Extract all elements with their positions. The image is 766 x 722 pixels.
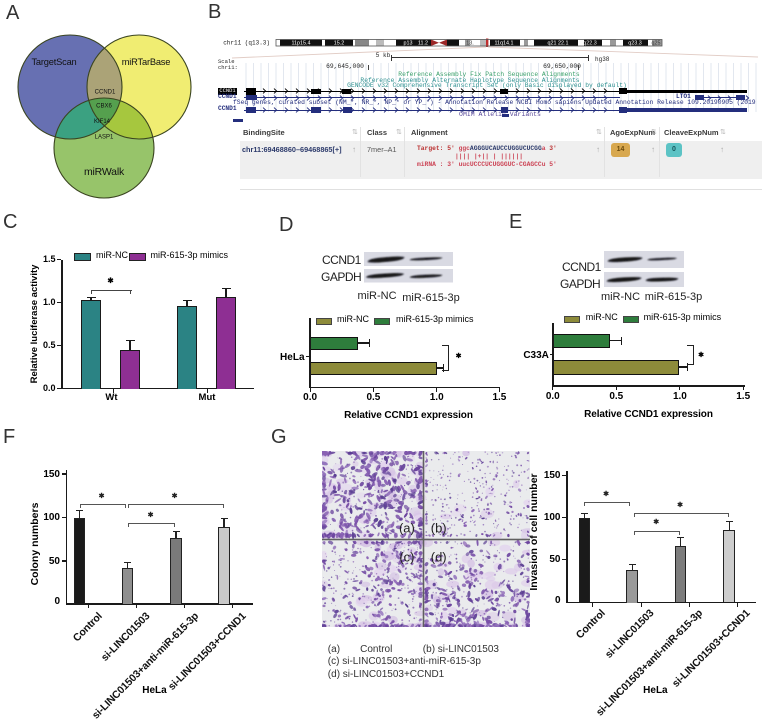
svg-text:LASP1: LASP1	[95, 135, 114, 141]
svg-text:11.2: 11.2	[418, 41, 428, 47]
svg-text:(b): (b)	[431, 521, 447, 536]
svg-text:q25: q25	[652, 41, 661, 47]
svg-text:CBX6: CBX6	[96, 104, 112, 110]
svg-text:q21 22.1: q21 22.1	[548, 41, 569, 47]
svg-text:q23.3: q23.3	[628, 41, 642, 47]
svg-text:chr11 (q13.3): chr11 (q13.3)	[223, 40, 270, 47]
svg-text:11q14.1: 11q14.1	[494, 41, 513, 47]
svg-text:CCND1: CCND1	[95, 90, 116, 96]
svg-text:(d): (d)	[431, 550, 447, 565]
svg-text:(a): (a)	[399, 521, 415, 536]
svg-text:q22.3: q22.3	[583, 41, 597, 47]
svg-text:miRWalk: miRWalk	[84, 166, 125, 178]
svg-text:(c): (c)	[399, 550, 414, 565]
svg-text:miRTarBase: miRTarBase	[122, 57, 170, 67]
svg-text:13.: 13.	[466, 41, 474, 47]
svg-text:p13: p13	[404, 41, 413, 47]
svg-text:KIF14: KIF14	[94, 119, 111, 125]
svg-text:TargetScan: TargetScan	[31, 57, 76, 67]
svg-text:11p15.4: 11p15.4	[291, 41, 310, 47]
svg-text:15.2: 15.2	[334, 41, 345, 47]
